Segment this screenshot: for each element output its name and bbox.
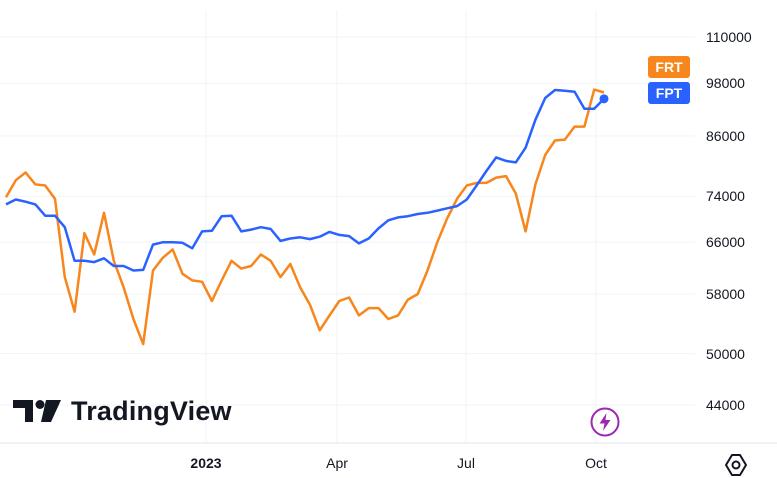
series-lines xyxy=(4,88,609,346)
y-tick-label: 50000 xyxy=(706,345,745,362)
series-line-fpt xyxy=(5,88,605,272)
x-tick-label: Oct xyxy=(585,455,607,471)
series-label-fpt: FPT xyxy=(648,82,690,104)
y-tick-label: 74000 xyxy=(706,188,745,205)
settings-icon[interactable] xyxy=(723,452,749,478)
series-line-frt xyxy=(4,88,605,346)
grid-lines xyxy=(0,10,695,443)
brand-name: TradingView xyxy=(71,395,232,426)
y-tick-label: 98000 xyxy=(706,75,745,92)
y-tick-label: 86000 xyxy=(706,127,745,144)
tradingview-logo[interactable]: TradingView xyxy=(13,395,232,427)
x-tick-label: Apr xyxy=(326,455,348,471)
tradingview-mark-icon xyxy=(13,400,61,422)
series-label-frt: FRT xyxy=(648,56,690,78)
y-tick-label: 110000 xyxy=(706,29,752,45)
y-tick-label: 44000 xyxy=(706,397,745,413)
y-tick-label: 66000 xyxy=(706,234,745,251)
last-point-marker xyxy=(599,94,609,104)
lightning-icon[interactable] xyxy=(590,407,620,437)
y-tick-label: 58000 xyxy=(706,286,745,303)
x-tick-label: 2023 xyxy=(190,455,222,471)
x-tick-label: Jul xyxy=(457,455,475,471)
